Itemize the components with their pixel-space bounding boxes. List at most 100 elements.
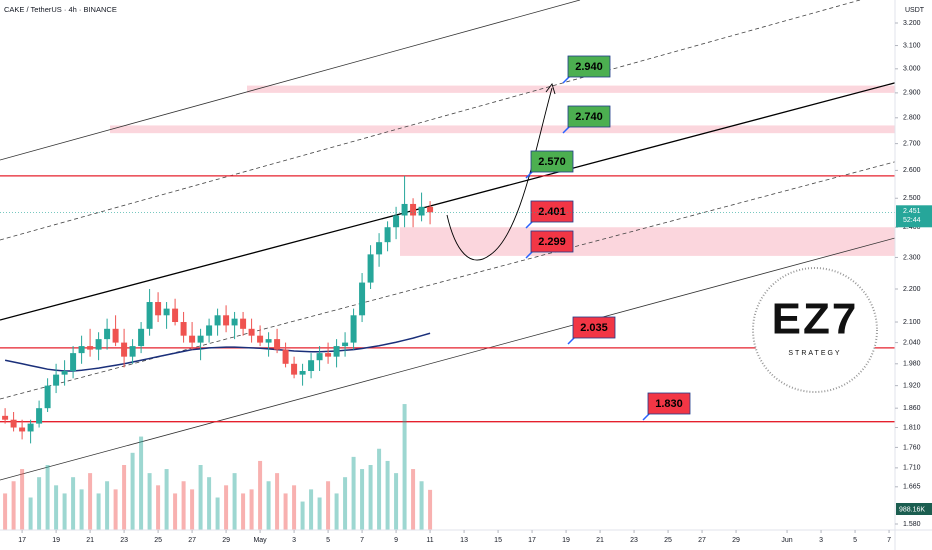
candle-body (146, 302, 153, 329)
candle-body (138, 328, 145, 347)
y-tick-label: 1.710 (903, 465, 921, 472)
candle-body (248, 328, 255, 336)
candle-body (350, 315, 357, 343)
volume-bar (317, 497, 322, 530)
chart-title: CAKE / TetherUS · 4h · BINANCE (4, 5, 117, 14)
candle-body (197, 335, 204, 343)
candle-body (61, 371, 68, 375)
target-box (572, 316, 616, 339)
zone (247, 85, 895, 93)
volume-bar (402, 404, 407, 530)
candle-body (333, 346, 340, 357)
x-tick-label: 3 (292, 537, 296, 544)
candle-body (104, 328, 111, 340)
volume-bar (232, 473, 237, 530)
volume-bar (11, 481, 16, 530)
logo-ring (752, 267, 878, 393)
target-box (647, 392, 691, 415)
y-tick-label: 1.860 (903, 405, 921, 412)
logo-mark: EZ7 (772, 295, 859, 344)
volume-bar (45, 465, 50, 530)
x-tick-label: 27 (188, 537, 196, 544)
target-label: 2.035 (580, 322, 608, 334)
x-tick-label: 11 (426, 537, 433, 544)
volume-bar (224, 485, 229, 530)
zone (400, 227, 895, 256)
candle-body (180, 322, 187, 336)
volume-bar (394, 473, 399, 530)
axes: 3.200 3.100 3.000 2.900 2.800 2.700 2.600 2.500… (18, 20, 932, 544)
candle-body (359, 282, 366, 316)
volume-bar (419, 481, 424, 530)
x-tick-label: 25 (154, 537, 162, 544)
candle-body (418, 206, 425, 216)
candle-body (231, 318, 238, 326)
candle-body (189, 335, 196, 343)
candle-body (401, 203, 408, 216)
volume-bar (105, 481, 110, 530)
target-box (530, 230, 574, 253)
projection-curve (446, 87, 553, 261)
last-price-label: 2.451 (903, 208, 921, 215)
volume-bar (360, 469, 365, 530)
volume-bar (96, 493, 101, 530)
y-tick-label: 1.810 (903, 424, 921, 431)
target-box (567, 55, 611, 78)
volume-bar (428, 489, 433, 530)
volume-bar (20, 469, 25, 530)
target-label: 2.299 (538, 236, 566, 248)
candle-body (265, 339, 272, 343)
x-tick-label: 17 (528, 537, 536, 544)
candle-body (342, 342, 349, 347)
x-tick-label: 29 (222, 537, 230, 544)
volume-bar (207, 477, 212, 530)
y-tick-label: 2.040 (903, 339, 921, 346)
candle-body (172, 308, 179, 323)
x-tick-label: 27 (698, 537, 706, 544)
volume-label-box (896, 503, 932, 515)
volume-bar (385, 460, 390, 530)
volume-bar (71, 477, 76, 530)
candle-body (308, 360, 315, 372)
y-tick-label: 3.100 (903, 42, 921, 49)
candle-body (214, 315, 221, 326)
target-label: 2.401 (538, 206, 566, 218)
currency: USDT (905, 7, 925, 14)
volume-bar (411, 469, 416, 530)
x-tick-label: 5 (853, 537, 857, 544)
x-tick-label: 19 (52, 537, 60, 544)
candle-body (240, 318, 247, 329)
y-tick-label: 2.600 (903, 167, 921, 174)
x-tick-label: 17 (18, 537, 26, 544)
channel-line (0, 237, 895, 481)
volume-bar (351, 456, 356, 530)
volume-bar (147, 473, 152, 530)
x-tick-label: Jun (781, 537, 792, 544)
volume-bar (249, 489, 254, 530)
x-tick-label: 15 (494, 537, 502, 544)
y-tick-label: 2.800 (903, 115, 921, 122)
candle-body (163, 308, 170, 316)
channel-line (0, 0, 581, 161)
zone (110, 125, 895, 134)
volume-bar (113, 489, 118, 530)
volume-label: 988.16K (899, 506, 925, 513)
x-tick-label: 23 (630, 537, 638, 544)
channel-line (0, 0, 861, 241)
targets: 2.940 2.740 2.570 2.401 2.299 2.035 1.830 (525, 55, 691, 421)
volume-bar (258, 460, 263, 530)
volume-bar (156, 485, 161, 530)
target-label: 2.570 (538, 156, 566, 168)
x-tick-label: 13 (460, 537, 468, 544)
volume-bar (198, 465, 203, 530)
candle-body (87, 346, 94, 350)
volume-bar (190, 489, 195, 530)
y-tick-label: 1.665 (903, 484, 921, 491)
plot-area: EZ7 STRATEGY 2.9402.7402.5702.4012.2992.… (0, 0, 895, 530)
candle-body (206, 325, 213, 336)
y-tick-label: 1.980 (903, 361, 921, 368)
x-tick-label: 7 (360, 537, 364, 544)
y-tick-label: 3.200 (903, 20, 921, 27)
y-tick-label: 2.400 (903, 224, 921, 231)
y-tick-label: 3.000 (903, 66, 921, 73)
